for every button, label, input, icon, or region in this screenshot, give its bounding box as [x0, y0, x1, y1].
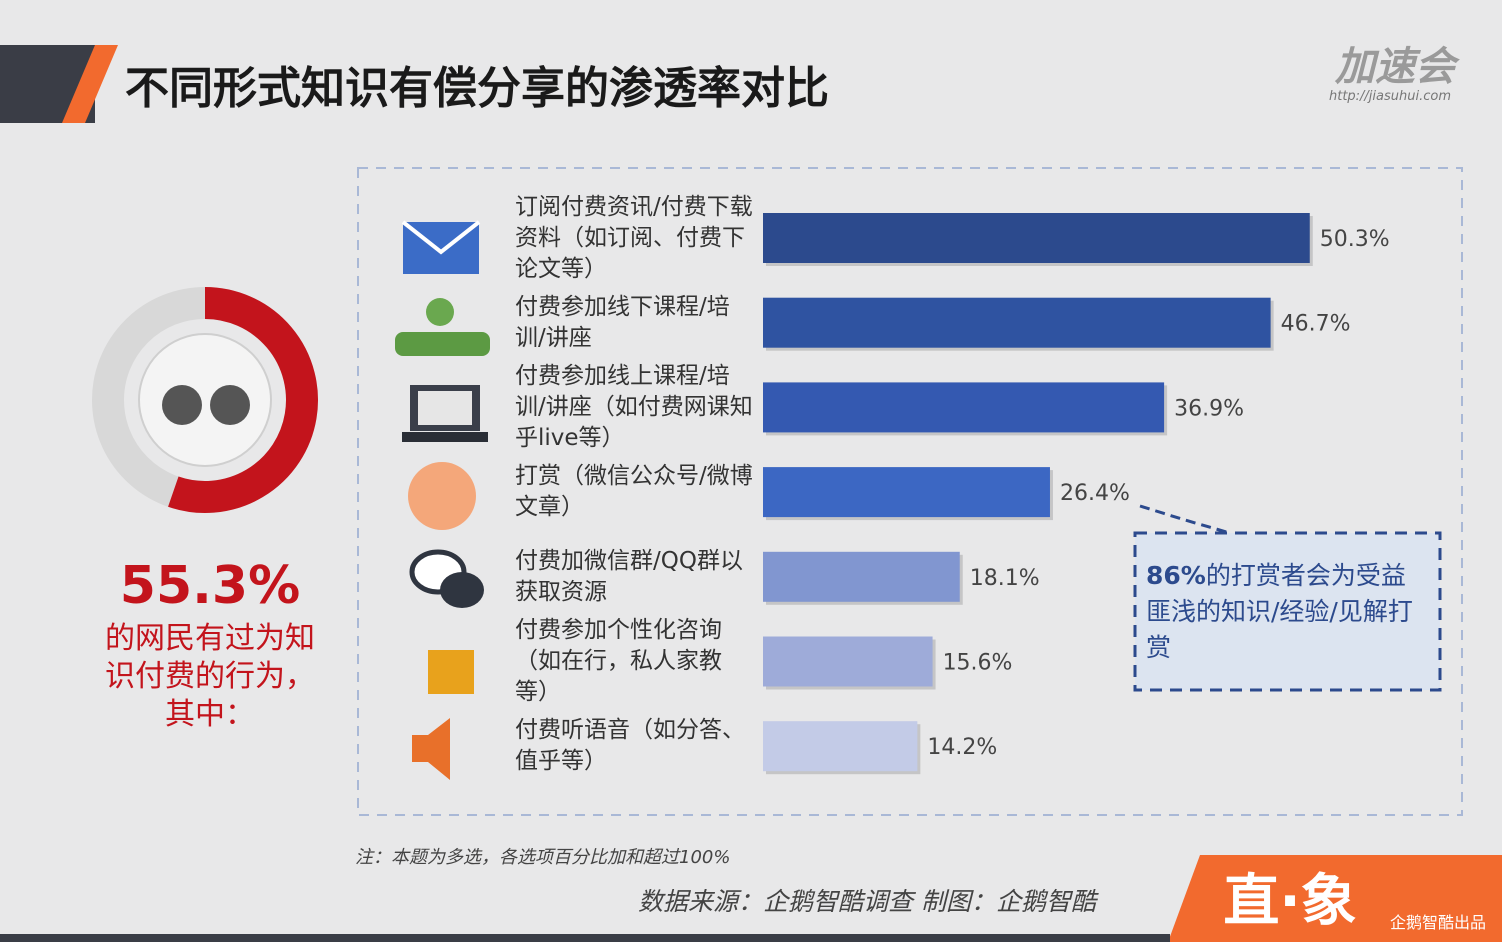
stamp-sub: 企鹅智酷出品 — [1390, 913, 1486, 932]
annotation-box — [1133, 531, 1442, 692]
annotation-text: 的打赏者会为受益匪浅的知识/经验/见解打赏 — [1146, 561, 1413, 662]
footer-strip — [0, 934, 1170, 942]
donut-arc — [168, 287, 318, 513]
annotation: 86%的打赏者会为受益匪浅的知识/经验/见解打赏 — [1146, 558, 1426, 666]
bar — [763, 297, 1271, 348]
category-label: 付费听语音（如分答、值乎等） — [515, 717, 745, 775]
audio-icon — [412, 718, 450, 780]
consult-icon — [428, 650, 474, 694]
annotation-highlight: 86% — [1146, 561, 1206, 590]
category-label: 订阅付费资讯/付费下载资料（如订阅、付费下论文等） — [515, 193, 753, 282]
laptop-screen — [418, 391, 472, 425]
value-label: 36.9% — [1174, 396, 1244, 421]
category-label: 付费参加个性化咨询（如在行，私人家教等） — [515, 617, 722, 705]
category-label: 付费参加线上课程/培训/讲座（如付费网课知乎live等） — [515, 362, 753, 451]
bar — [763, 721, 918, 772]
class-icon — [426, 298, 454, 326]
category-label: 打赏（微信公众号/微博文章） — [515, 463, 753, 521]
category-label: 付费加微信群/QQ群以获取资源 — [515, 547, 743, 605]
bar — [763, 382, 1165, 433]
logo-url: http://jiasuhui.com — [1329, 89, 1451, 104]
value-label: 46.7% — [1281, 312, 1351, 337]
value-label: 50.3% — [1320, 227, 1390, 252]
value-label: 26.4% — [1060, 481, 1130, 506]
title-accent — [62, 45, 118, 123]
note: 注：本题为多选，各选项百分比加和超过100% — [355, 847, 730, 868]
mail-flap — [401, 220, 481, 255]
summary-text: 的网民有过为知识付费的行为，其中： — [105, 621, 315, 732]
bar — [763, 551, 960, 602]
class-icon-base — [395, 332, 490, 356]
bar — [763, 467, 1050, 518]
laptop-base — [402, 432, 488, 442]
source: 数据来源：企鹅智酷调查 制图：企鹅智酷 — [638, 887, 1099, 916]
reward-icon — [408, 462, 476, 530]
logo: 加速会 — [1334, 44, 1460, 90]
bar — [763, 213, 1310, 263]
value-label: 18.1% — [970, 566, 1040, 591]
head-icon — [210, 385, 250, 425]
stamp-bg — [1168, 855, 1502, 942]
stamp: 直·象 — [1223, 869, 1356, 934]
value-label: 14.2% — [927, 735, 997, 760]
chart-frame — [357, 167, 1463, 816]
icons — [395, 220, 490, 780]
chart-title: 不同形式知识有偿分享的渗透率对比 — [125, 63, 829, 114]
annotation-leader — [1139, 504, 1231, 535]
bar — [763, 636, 933, 687]
summary-value: 55.3% — [120, 556, 300, 616]
donut-center — [138, 333, 272, 467]
category-label: 付费参加线下课程/培训/讲座 — [515, 293, 730, 351]
value-label: 15.6% — [943, 651, 1013, 676]
head-icon — [162, 385, 202, 425]
chat-icon — [440, 572, 484, 608]
